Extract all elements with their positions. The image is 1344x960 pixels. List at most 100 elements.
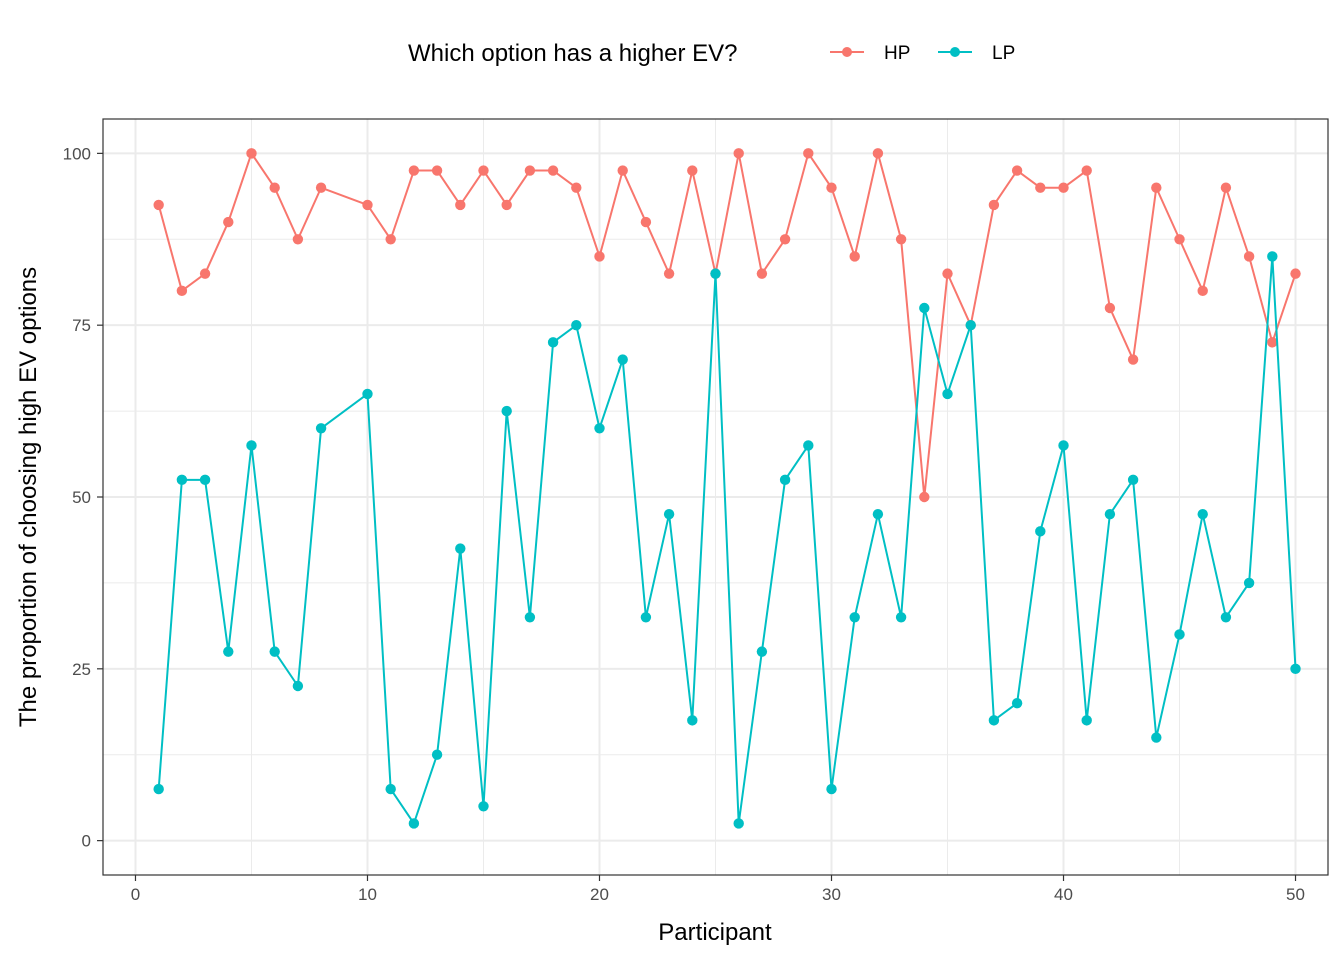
series-lp-point (408, 818, 420, 829)
series-hp-point (919, 491, 930, 503)
series-lp-point (292, 680, 304, 692)
series-lp-point (733, 818, 744, 829)
series-hp-point (872, 148, 884, 159)
series-lp-point (1267, 251, 1278, 262)
series-hp-point (408, 165, 420, 176)
series-lp-point (571, 319, 582, 331)
series-lp-point (1081, 715, 1092, 726)
series-lp-point (779, 474, 791, 486)
series-lp-point (1174, 629, 1185, 640)
x-axis: 0 10 20 30 40 50 (131, 875, 1305, 904)
series-lp-point (455, 543, 466, 554)
series-hp-point (594, 251, 605, 262)
series-lp-point (246, 440, 257, 451)
series-lp-point (315, 423, 327, 434)
series-hp-point (1081, 165, 1092, 176)
legend-key-hp (830, 47, 864, 57)
y-tick-label: 0 (82, 832, 91, 851)
x-tick-label: 10 (358, 885, 377, 904)
series-lp-point (199, 474, 211, 486)
series-lp-point (687, 715, 698, 726)
series-hp-point (524, 165, 536, 176)
series-hp-point (547, 165, 559, 176)
series-lp-point (1243, 577, 1255, 589)
series-layer (153, 148, 1301, 829)
series-hp-point (1104, 302, 1116, 314)
legend-key-hp-point (842, 47, 852, 57)
series-hp-point (571, 182, 582, 193)
legend-key-lp (938, 47, 972, 57)
series-hp-point (1151, 182, 1162, 193)
series-hp-point (385, 234, 396, 245)
series-lp-point (1035, 526, 1046, 537)
series-hp-point (455, 199, 466, 211)
y-tick-label: 75 (72, 316, 91, 335)
series-hp-point (1035, 182, 1046, 193)
series-lp-point (1127, 474, 1139, 486)
series-hp-point (1267, 337, 1278, 348)
x-tick-label: 40 (1054, 885, 1073, 904)
series-lp-point (663, 508, 675, 520)
series-lp-point (1151, 732, 1162, 743)
series-lp-point (547, 337, 559, 348)
y-tick-label: 100 (63, 144, 91, 163)
x-tick-label: 0 (131, 885, 140, 904)
series-lp-point (826, 783, 837, 795)
series-hp-point (1127, 354, 1139, 365)
series-hp-point (269, 182, 280, 193)
major-gridlines (103, 119, 1328, 875)
series-lp-point (1220, 612, 1232, 623)
series-lp-point (153, 783, 164, 795)
series-hp (153, 148, 1301, 503)
series-hp-point (362, 199, 373, 211)
series-hp-point (292, 234, 304, 245)
series-hp-point (640, 216, 652, 228)
series-hp-point (1243, 251, 1255, 262)
series-lp-point (872, 508, 884, 520)
series-hp-point (1197, 285, 1208, 297)
series-lp-point (223, 646, 234, 657)
x-tick-label: 30 (822, 885, 841, 904)
series-hp-point (733, 148, 744, 159)
series-lp-point (269, 646, 280, 657)
x-axis-title: Participant (658, 919, 772, 946)
legend-label-lp: LP (992, 43, 1015, 64)
series-hp-point (803, 148, 814, 159)
series-lp-point (988, 715, 1000, 726)
legend-key-lp-point (950, 47, 960, 57)
legend-title: Which option has a higher EV? (408, 40, 738, 67)
series-lp-point (431, 749, 443, 760)
series-lp-point (895, 612, 907, 623)
series-hp-point (153, 199, 164, 211)
x-tick-label: 20 (590, 885, 609, 904)
series-lp-point (1104, 508, 1116, 520)
series-lp-point (710, 268, 721, 279)
series-hp-point (779, 234, 791, 245)
series-hp-point (223, 216, 234, 228)
series-hp-point (1174, 234, 1185, 245)
y-tick-label: 50 (72, 488, 91, 507)
y-axis: 0 25 50 75 100 (63, 144, 103, 851)
series-hp-point (1058, 182, 1069, 193)
series-hp-point (1220, 182, 1232, 193)
y-tick-label: 25 (72, 660, 91, 679)
x-tick-label: 50 (1286, 885, 1305, 904)
legend-label-hp: HP (884, 43, 910, 64)
series-hp-point (617, 165, 628, 176)
series-lp-point (1058, 440, 1069, 451)
series-hp-point (199, 268, 211, 279)
series-lp-point (385, 783, 396, 795)
series-hp-point (988, 199, 1000, 211)
series-lp-point (478, 801, 489, 812)
series-lp-point (965, 319, 976, 331)
series-lp-point (756, 646, 768, 657)
y-axis-title: The proportion of choosing high EV optio… (15, 267, 42, 727)
series-lp-point (362, 388, 373, 400)
series-hp-point (176, 285, 188, 297)
series-lp-point (1197, 508, 1208, 520)
series-hp-point (663, 268, 675, 279)
series-hp-point (942, 268, 953, 279)
series-hp-point (501, 199, 512, 211)
series-lp-point (501, 405, 512, 417)
